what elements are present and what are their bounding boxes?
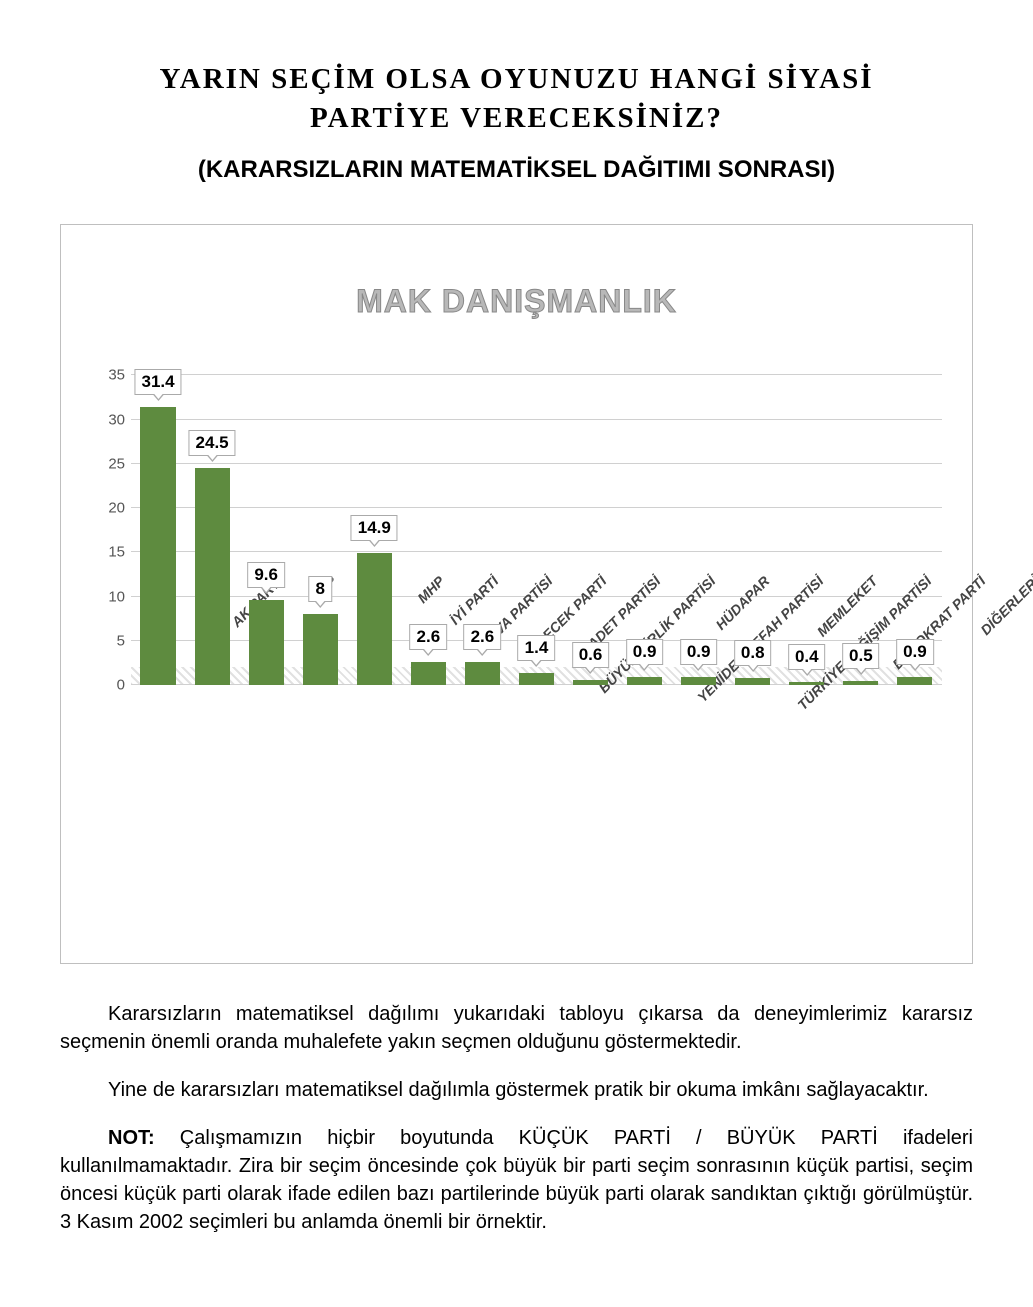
- y-tick: 15: [108, 544, 125, 561]
- bar: [140, 407, 175, 685]
- bar-slot: 8: [293, 375, 347, 685]
- bar-slot: 1.4: [509, 375, 563, 685]
- value-label: 31.4: [134, 369, 181, 395]
- bar-slot: 24.5: [185, 375, 239, 685]
- bar: [789, 682, 824, 686]
- value-label: 0.9: [626, 639, 664, 665]
- value-label: 1.4: [518, 635, 556, 661]
- value-label: 2.6: [410, 624, 448, 650]
- bar-slot: 0.9: [672, 375, 726, 685]
- value-label: 14.9: [351, 515, 398, 541]
- bar-chart: MAK DANIŞMANLIK 05101520253035 31.424.59…: [60, 224, 973, 964]
- title-line-1: YARIN SEÇİM OLSA OYUNUZU HANGİ SİYASİ: [159, 63, 873, 95]
- bar: [195, 468, 230, 685]
- value-label: 2.6: [464, 624, 502, 650]
- bar: [249, 600, 284, 685]
- value-label: 0.4: [788, 644, 826, 670]
- bar: [627, 677, 662, 685]
- y-tick: 35: [108, 367, 125, 384]
- note-body: Çalışmamızın hiçbir boyutunda KÜÇÜK PART…: [60, 1127, 973, 1233]
- paragraph-2: Yine de kararsızları matematiksel dağılı…: [60, 1076, 973, 1104]
- note-label: NOT:: [108, 1127, 155, 1149]
- page-subtitle: (KARARSIZLARIN MATEMATİKSEL DAĞITIMI SON…: [60, 156, 973, 184]
- title-line-2: PARTİYE VERECEKSİNİZ?: [310, 102, 723, 134]
- chart-watermark: MAK DANIŞMANLIK: [356, 283, 677, 320]
- bar-slot: 14.9: [347, 375, 401, 685]
- bar-slot: 9.6: [239, 375, 293, 685]
- value-label: 0.5: [842, 643, 880, 669]
- bar-slot: 0.8: [726, 375, 780, 685]
- body-text: Kararsızların matematiksel dağılımı yuka…: [60, 1000, 973, 1236]
- bar-slot: 2.6: [401, 375, 455, 685]
- bar-slot: 0.5: [834, 375, 888, 685]
- value-label: 0.8: [734, 640, 772, 666]
- y-tick: 10: [108, 588, 125, 605]
- value-label: 8: [308, 576, 331, 602]
- bar: [519, 673, 554, 685]
- bar-slot: 0.9: [888, 375, 942, 685]
- bar: [897, 677, 932, 685]
- y-tick: 0: [117, 677, 125, 694]
- plot-area: 31.424.5 9.6 8 14.9 2.6 2.6 1.4 0.6 0.9 0.9 0.8 0.4…: [131, 375, 942, 685]
- y-tick: 5: [117, 633, 125, 650]
- paragraph-1: Kararsızların matematiksel dağılımı yuka…: [60, 1000, 973, 1056]
- x-axis: AK PARTİCHPHDPMHPİYİ PARTİDEVA PARTİSİGE…: [131, 685, 942, 945]
- value-label: 9.6: [247, 562, 285, 588]
- bar: [843, 681, 878, 685]
- y-tick: 30: [108, 411, 125, 428]
- value-label: 0.9: [896, 639, 934, 665]
- value-label: 0.9: [680, 639, 718, 665]
- bar: [681, 677, 716, 685]
- bars-container: 31.424.5 9.6 8 14.9 2.6 2.6 1.4 0.6 0.9 0.9 0.8 0.4…: [131, 375, 942, 685]
- value-label: 0.6: [572, 642, 610, 668]
- bar-slot: 0.4: [780, 375, 834, 685]
- y-axis: 05101520253035: [91, 375, 131, 685]
- bar: [465, 662, 500, 685]
- paragraph-3: NOT: Çalışmamızın hiçbir boyutunda KÜÇÜK…: [60, 1124, 973, 1236]
- bar-slot: 0.9: [618, 375, 672, 685]
- y-tick: 25: [108, 455, 125, 472]
- bar: [303, 614, 338, 685]
- bar-slot: 0.6: [564, 375, 618, 685]
- bar: [573, 680, 608, 685]
- value-label: 24.5: [189, 430, 236, 456]
- bar-slot: 2.6: [455, 375, 509, 685]
- bar: [735, 678, 770, 685]
- bar: [357, 553, 392, 685]
- bar-slot: 31.4: [131, 375, 185, 685]
- page-title: YARIN SEÇİM OLSA OYUNUZU HANGİ SİYASİ PA…: [60, 60, 973, 138]
- y-tick: 20: [108, 500, 125, 517]
- bar: [411, 662, 446, 685]
